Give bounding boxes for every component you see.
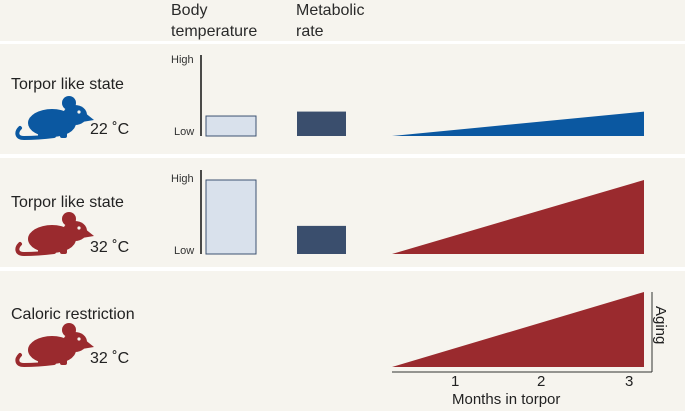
metabolic-rate-header-line2: rate <box>296 23 324 40</box>
metabolic-rate-header-line1: Metabolic <box>296 2 365 19</box>
separator-middle <box>0 154 685 158</box>
body-temperature-header-line2: temperature <box>171 23 258 40</box>
body-temperature-header-line1: Body <box>171 2 208 19</box>
row1-body-temp-high-label: High <box>171 54 194 66</box>
x-axis-title: Months in torpor <box>452 391 561 408</box>
aging-axis-label: Aging <box>652 306 669 345</box>
row2-body-temp-high-label: High <box>171 173 194 185</box>
row1-aging-triangle <box>392 111 644 136</box>
row3-title: Caloric restriction <box>11 306 135 323</box>
row2-metabolic-bar <box>297 225 346 254</box>
row1-title: Torpor like state <box>11 76 124 93</box>
row2-aging-triangle <box>392 180 644 254</box>
row2-temperature: 32 ˚C <box>90 239 130 256</box>
x-tick-2: 2 <box>537 373 546 390</box>
row2-title: Torpor like state <box>11 194 124 211</box>
row3-aging-triangle <box>392 292 644 367</box>
row2-body-temp-low-label: Low <box>174 245 195 257</box>
separator-bottom <box>0 267 685 271</box>
row1-mouse-icon <box>15 96 94 141</box>
row2-mouse-icon <box>15 212 94 257</box>
row2-body-temp-bar <box>205 179 257 255</box>
row3-mouse-icon <box>15 323 94 368</box>
separator-top <box>0 41 685 44</box>
row1-body-temp-low-label: Low <box>174 126 195 138</box>
metabolic-rate-header: Metabolic rate <box>296 0 364 42</box>
body-temperature-header: Body temperature <box>171 0 257 42</box>
x-tick-1: 1 <box>451 373 460 390</box>
row3-temperature: 32 ˚C <box>90 350 130 367</box>
row1-metabolic-bar <box>297 111 346 136</box>
x-tick-3: 3 <box>625 373 634 390</box>
row1-temperature: 22 ˚C <box>90 121 130 138</box>
row1-body-temp-bar <box>205 115 257 137</box>
